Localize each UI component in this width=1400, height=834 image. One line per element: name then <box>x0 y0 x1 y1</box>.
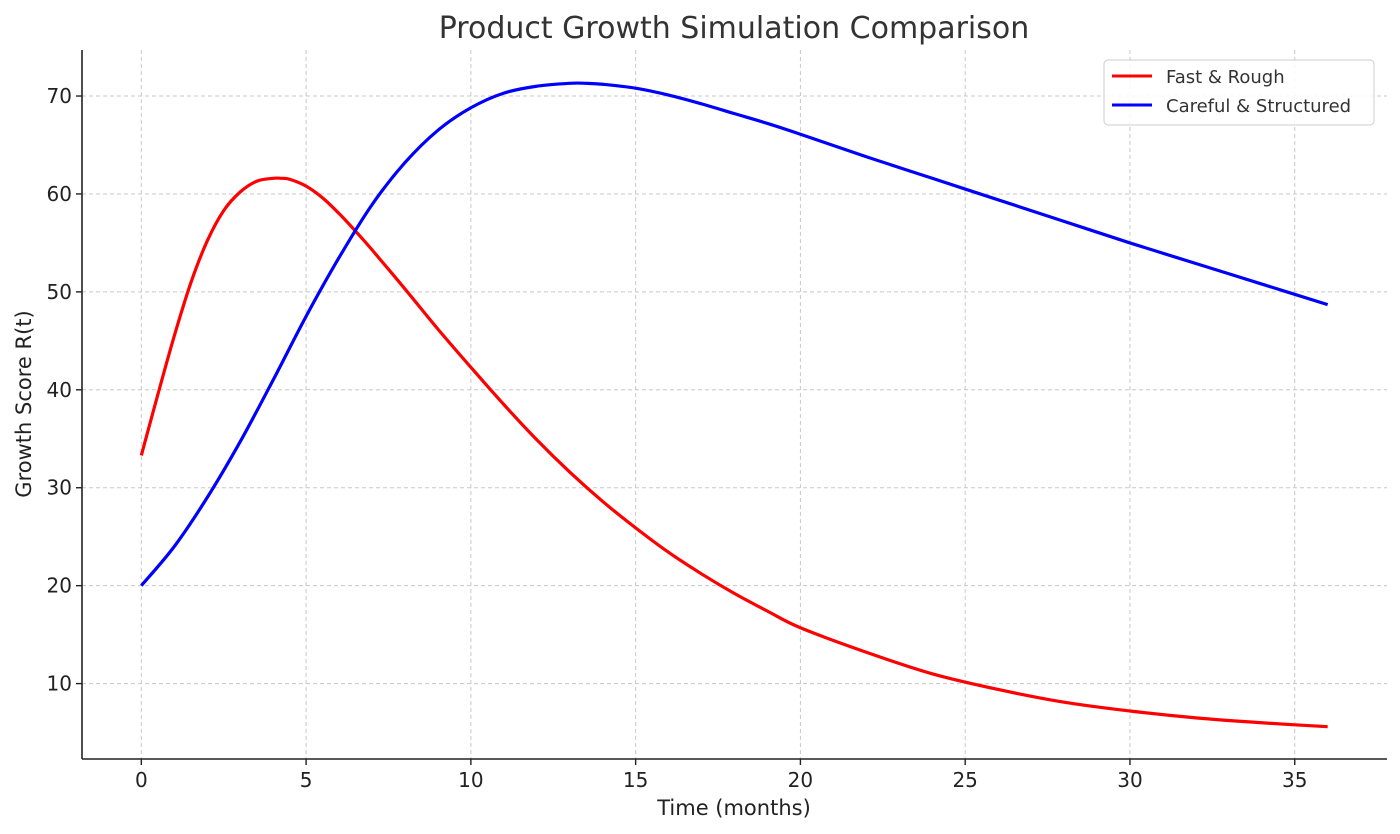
series-line-careful-structured <box>140 81 1329 587</box>
y-tick-label: 50 <box>47 280 72 304</box>
series-layer <box>139 81 1329 729</box>
legend-label-careful-structured: Careful & Structured <box>1166 96 1351 117</box>
legend-box <box>1103 59 1375 126</box>
y-tick-label: 20 <box>47 574 72 598</box>
x-axis-label: Time (months) <box>656 796 811 820</box>
x-tick-label: 20 <box>788 768 813 792</box>
x-tick-label: 30 <box>1117 768 1142 792</box>
y-tick-label: 40 <box>47 378 72 402</box>
y-tick-label: 10 <box>47 672 72 696</box>
grid-layer <box>82 50 1387 759</box>
y-tick-label: 70 <box>47 84 72 108</box>
y-axis-label: Growth Score R(t) <box>12 310 36 497</box>
x-tick-label: 15 <box>623 768 648 792</box>
x-tick-label: 25 <box>952 768 977 792</box>
legend-label-fast-rough: Fast & Rough <box>1166 67 1285 88</box>
x-tick-label: 10 <box>458 768 483 792</box>
axes-layer <box>81 50 1387 760</box>
chart-title: Product Growth Simulation Comparison <box>439 11 1030 46</box>
y-tick-label: 30 <box>47 476 72 500</box>
series-line-fast-rough <box>139 176 1328 729</box>
x-tick-label: 5 <box>300 768 313 792</box>
ticks-layer: 0 5 10 15 20 25 30 35 10 20 30 40 50 60 70 <box>47 84 1308 792</box>
y-tick-label: 60 <box>47 182 72 206</box>
x-tick-label: 35 <box>1282 768 1307 792</box>
x-tick-label: 0 <box>135 768 148 792</box>
legend: Fast & Rough Careful & Structured <box>1103 59 1375 126</box>
